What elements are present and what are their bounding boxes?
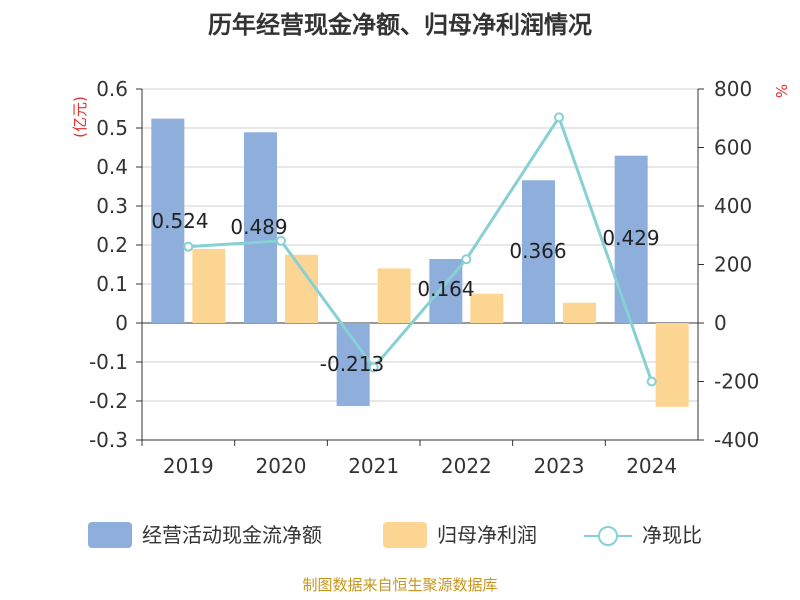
bar-net-profit bbox=[285, 254, 318, 323]
right-tick-label: 600 bbox=[714, 136, 752, 160]
data-label: 0.429 bbox=[602, 226, 659, 250]
bar-operating-cashflow bbox=[244, 132, 277, 323]
bar-operating-cashflow bbox=[336, 323, 370, 407]
right-axis-unit: % bbox=[772, 84, 790, 98]
line-point-net-cash-ratio bbox=[554, 112, 564, 123]
left-tick-label: 0.6 bbox=[96, 77, 128, 101]
left-axis-unit: (亿元) bbox=[71, 96, 89, 138]
bar-operating-cashflow bbox=[522, 180, 555, 323]
bar-net-profit bbox=[655, 323, 689, 407]
line-point-net-cash-ratio bbox=[646, 376, 657, 387]
left-tick-label: -0.1 bbox=[89, 350, 128, 374]
bar-net-profit bbox=[470, 293, 504, 323]
right-tick-label: -400 bbox=[714, 428, 759, 452]
data-label: 0.164 bbox=[417, 277, 474, 301]
line-net-cash-ratio bbox=[188, 114, 654, 382]
x-tick-label: 2020 bbox=[256, 454, 307, 478]
x-tick-label: 2019 bbox=[163, 454, 214, 478]
left-tick-label: 0.1 bbox=[96, 272, 128, 296]
legend-label: 净现比 bbox=[642, 523, 702, 547]
left-tick-label: -0.2 bbox=[89, 389, 128, 413]
left-tick-label: 0.3 bbox=[96, 194, 128, 218]
legend-swatch-operating-cashflow bbox=[88, 522, 132, 548]
line-point-net-cash-ratio bbox=[276, 235, 286, 246]
bar-operating-cashflow bbox=[151, 118, 185, 323]
data-label: 0.524 bbox=[151, 209, 208, 233]
bar-net-profit bbox=[192, 248, 226, 323]
legend-label: 归母净利润 bbox=[437, 523, 537, 547]
left-tick-label: 0 bbox=[115, 311, 128, 335]
left-tick-label: 0.4 bbox=[96, 155, 128, 179]
line-point-net-cash-ratio bbox=[461, 254, 472, 265]
left-tick-label: 0.5 bbox=[96, 116, 128, 140]
left-tick-label: 0.2 bbox=[96, 233, 128, 257]
legend-swatch-net-profit bbox=[383, 522, 427, 548]
x-tick-label: 2023 bbox=[534, 454, 585, 478]
x-tick-label: 2022 bbox=[441, 454, 492, 478]
bar-net-profit bbox=[563, 302, 596, 323]
data-label: 0.366 bbox=[509, 239, 566, 263]
line-point-net-cash-ratio bbox=[368, 362, 379, 373]
left-tick-label: -0.3 bbox=[89, 428, 128, 452]
right-tick-label: 200 bbox=[714, 253, 752, 277]
right-tick-label: 400 bbox=[714, 194, 752, 218]
chart-title: 历年经营现金净额、归母净利润情况 bbox=[208, 11, 592, 39]
legend-marker-net-cash-ratio bbox=[598, 526, 618, 546]
bar-net-profit bbox=[377, 268, 411, 323]
right-tick-label: 0 bbox=[714, 311, 727, 335]
x-tick-label: 2021 bbox=[348, 454, 399, 478]
data-label: -0.213 bbox=[320, 352, 384, 376]
x-tick-label: 2024 bbox=[626, 454, 677, 478]
line-point-net-cash-ratio bbox=[183, 241, 194, 252]
right-tick-label: 800 bbox=[714, 77, 752, 101]
data-label: 0.489 bbox=[230, 215, 287, 239]
source-note: 制图数据来自恒生聚源数据库 bbox=[302, 576, 498, 594]
right-tick-label: -200 bbox=[714, 370, 759, 394]
legend-label: 经营活动现金流净额 bbox=[142, 523, 322, 547]
